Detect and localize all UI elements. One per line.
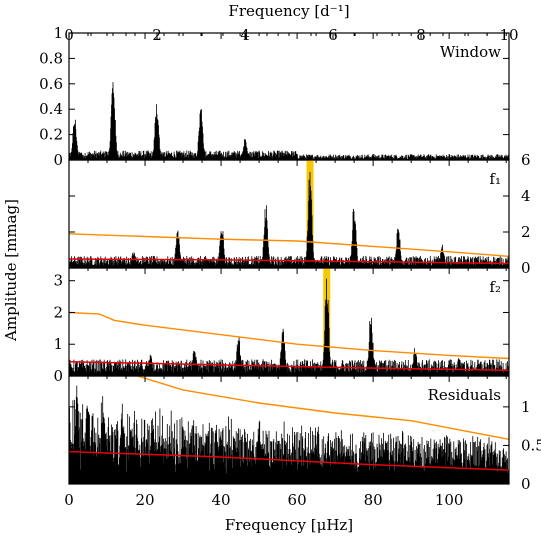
panel-label: Window bbox=[440, 43, 501, 61]
spectrum-series bbox=[68, 82, 510, 160]
y-tick-label: 0.6 bbox=[39, 75, 63, 93]
y-tick-label: 0.8 bbox=[39, 49, 63, 67]
y-tick-label: 0.4 bbox=[39, 100, 63, 118]
noise-line bbox=[68, 258, 509, 265]
y-tick-label: 0.5 bbox=[521, 436, 541, 454]
panel-label: Residuals bbox=[428, 386, 501, 404]
y-tick-label: 1 bbox=[53, 24, 63, 42]
panel-frame bbox=[68, 267, 510, 377]
spectrum-series bbox=[68, 171, 510, 268]
threshold-line bbox=[68, 233, 509, 257]
bottom-x-tick-label: 20 bbox=[135, 491, 154, 509]
y-tick-label: 2 bbox=[521, 223, 531, 241]
panel-label: f₂ bbox=[489, 278, 501, 296]
panel-2: 0 2 4 6 f₁ bbox=[68, 151, 531, 277]
bottom-x-tick-label: 40 bbox=[212, 491, 231, 509]
y-tick-label: 6 bbox=[521, 151, 531, 169]
y-tick-label: 0 bbox=[53, 367, 63, 385]
bottom-x-tick-label: 0 bbox=[64, 491, 74, 509]
y-tick-label: 0 bbox=[521, 475, 531, 493]
spectrum-series bbox=[68, 278, 510, 376]
panel-3: 0 1 2 3 f₂ bbox=[53, 267, 510, 385]
y-tick-label: 4 bbox=[521, 187, 531, 205]
noise-line bbox=[68, 450, 509, 471]
bottom-axis-title: Frequency [μHz] bbox=[225, 516, 353, 534]
threshold-line bbox=[137, 375, 509, 440]
y-tick-label: 2 bbox=[53, 303, 63, 321]
bottom-x-tick-label: 60 bbox=[288, 491, 307, 509]
noise-line bbox=[68, 360, 509, 372]
y-tick-label: 0 bbox=[53, 151, 63, 169]
panel-label: f₁ bbox=[489, 170, 501, 188]
y-tick-label: 0 bbox=[521, 259, 531, 277]
bottom-x-tick-label: 100 bbox=[435, 491, 464, 509]
panel-4: 0 0.5 1 Residuals bbox=[68, 375, 541, 493]
panel-frame bbox=[68, 375, 510, 485]
y-tick-label: 1 bbox=[53, 335, 63, 353]
bottom-x-tick-label: 80 bbox=[364, 491, 383, 509]
y-tick-label: 1 bbox=[521, 398, 531, 416]
threshold-line bbox=[68, 311, 509, 360]
top-axis-title: Frequency [d⁻¹] bbox=[228, 2, 349, 20]
y-axis-title: Amplitude [mmag] bbox=[2, 199, 20, 342]
y-tick-label: 0.2 bbox=[39, 126, 63, 144]
y-tick-label: 3 bbox=[53, 272, 63, 290]
panel-1: 0 0.2 0.4 0.6 0.8 1 Window bbox=[39, 24, 510, 169]
